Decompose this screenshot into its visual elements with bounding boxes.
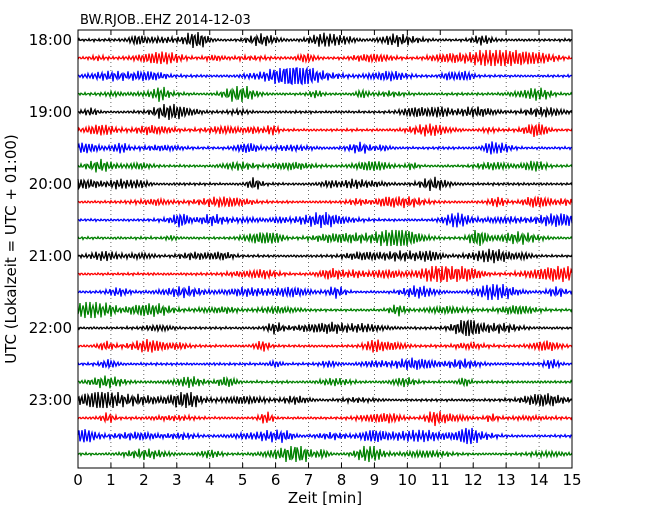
trace-10	[77, 211, 573, 229]
x-tick-label-13: 13	[497, 471, 516, 489]
x-tick-label-5: 5	[238, 471, 248, 489]
trace-7	[77, 158, 573, 173]
trace-1	[77, 49, 573, 67]
trace-5	[77, 123, 573, 138]
trace-3	[77, 85, 573, 103]
x-axis: 0 1 2 3 4 5 6 7 8 9 10 11 12 13 14 15	[73, 30, 582, 489]
trace-19	[77, 375, 573, 389]
trace-6	[77, 141, 573, 155]
x-tick-label-14: 14	[530, 471, 549, 489]
x-tick-label-15: 15	[562, 471, 581, 489]
x-tick-label-10: 10	[398, 471, 417, 489]
trace-9	[77, 195, 573, 209]
x-tick-label-4: 4	[205, 471, 215, 489]
x-tick-label-9: 9	[370, 471, 380, 489]
y-tick-label-2: 20:00	[29, 175, 72, 193]
x-tick-label-1: 1	[106, 471, 116, 489]
trace-16	[77, 319, 573, 337]
y-axis-title: UTC (Lokalzeit = UTC + 01:00)	[2, 134, 20, 364]
y-tick-label-4: 22:00	[29, 319, 72, 337]
y-tick-label-0: 18:00	[29, 31, 72, 49]
y-tick-label-3: 21:00	[29, 247, 72, 265]
x-tick-label-12: 12	[464, 471, 483, 489]
trace-14	[77, 283, 573, 301]
trace-8	[77, 176, 573, 192]
x-tick-label-11: 11	[431, 471, 450, 489]
x-axis-title: Zeit [min]	[288, 489, 362, 507]
trace-0	[77, 31, 573, 49]
trace-23	[77, 445, 573, 463]
x-tick-label-2: 2	[139, 471, 149, 489]
x-tick-label-6: 6	[271, 471, 281, 489]
x-tick-label-7: 7	[304, 471, 314, 489]
trace-11	[77, 229, 573, 247]
y-axis: 18:00 19:00 20:00 21:00 22:00 23:00	[29, 31, 572, 409]
plot-frame	[77, 29, 573, 469]
trace-2	[77, 66, 573, 86]
trace-22	[77, 427, 573, 445]
x-tick-label-3: 3	[172, 471, 182, 489]
trace-18	[77, 357, 573, 371]
chart-title: BW.RJOB..EHZ 2014-12-03	[80, 13, 251, 28]
y-tick-label-1: 19:00	[29, 103, 72, 121]
seismic-traces	[77, 31, 573, 463]
x-tick-label-0: 0	[73, 471, 83, 489]
y-tick-label-5: 23:00	[29, 391, 72, 409]
trace-21	[77, 411, 573, 427]
trace-20	[77, 391, 573, 409]
trace-12	[77, 248, 573, 264]
trace-17	[77, 339, 573, 353]
trace-13	[78, 265, 573, 283]
trace-4	[77, 103, 573, 121]
x-tick-label-8: 8	[337, 471, 347, 489]
trace-15	[77, 301, 573, 319]
